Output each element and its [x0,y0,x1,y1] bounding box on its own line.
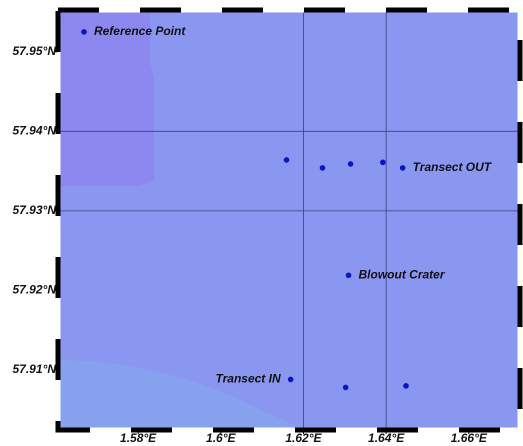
station-point [342,384,349,391]
y-tick-label: 57.95°N [13,44,57,58]
x-tick-label: 1.6°E [206,431,236,445]
y-tick-label: 57.92°N [13,283,57,297]
station-label: Blowout Crater [359,267,446,281]
shallow-region [60,360,300,428]
grid [60,12,518,428]
y-tick-label: 57.91°N [13,362,57,376]
station-label: Transect OUT [413,160,493,174]
y-tick-label: 57.93°N [13,203,57,217]
station-point [399,165,406,171]
station-label: Transect IN [216,372,281,386]
x-tick-label: 1.62°E [285,431,322,445]
map-background [60,12,518,428]
x-tick-label: 1.66°E [451,431,488,445]
x-tick-label: 1.58°E [120,431,157,445]
station-point [287,376,294,383]
station-point [283,157,290,163]
station-point [403,383,409,389]
frame-dark [55,7,523,433]
station-point [380,159,386,166]
station-label: Reference Point [94,24,186,38]
y-tick-label: 57.94°N [13,123,57,137]
x-tick-label: 1.64°E [368,431,405,445]
labels: 1.58°E 1.6°E 1.62°E 1.64°E 1.66°E 57.91°N 57.9… [13,24,493,445]
station-point [347,161,354,167]
deep-region [60,12,154,186]
station-point [319,165,326,171]
station-point [345,272,352,279]
station-point [81,29,87,35]
